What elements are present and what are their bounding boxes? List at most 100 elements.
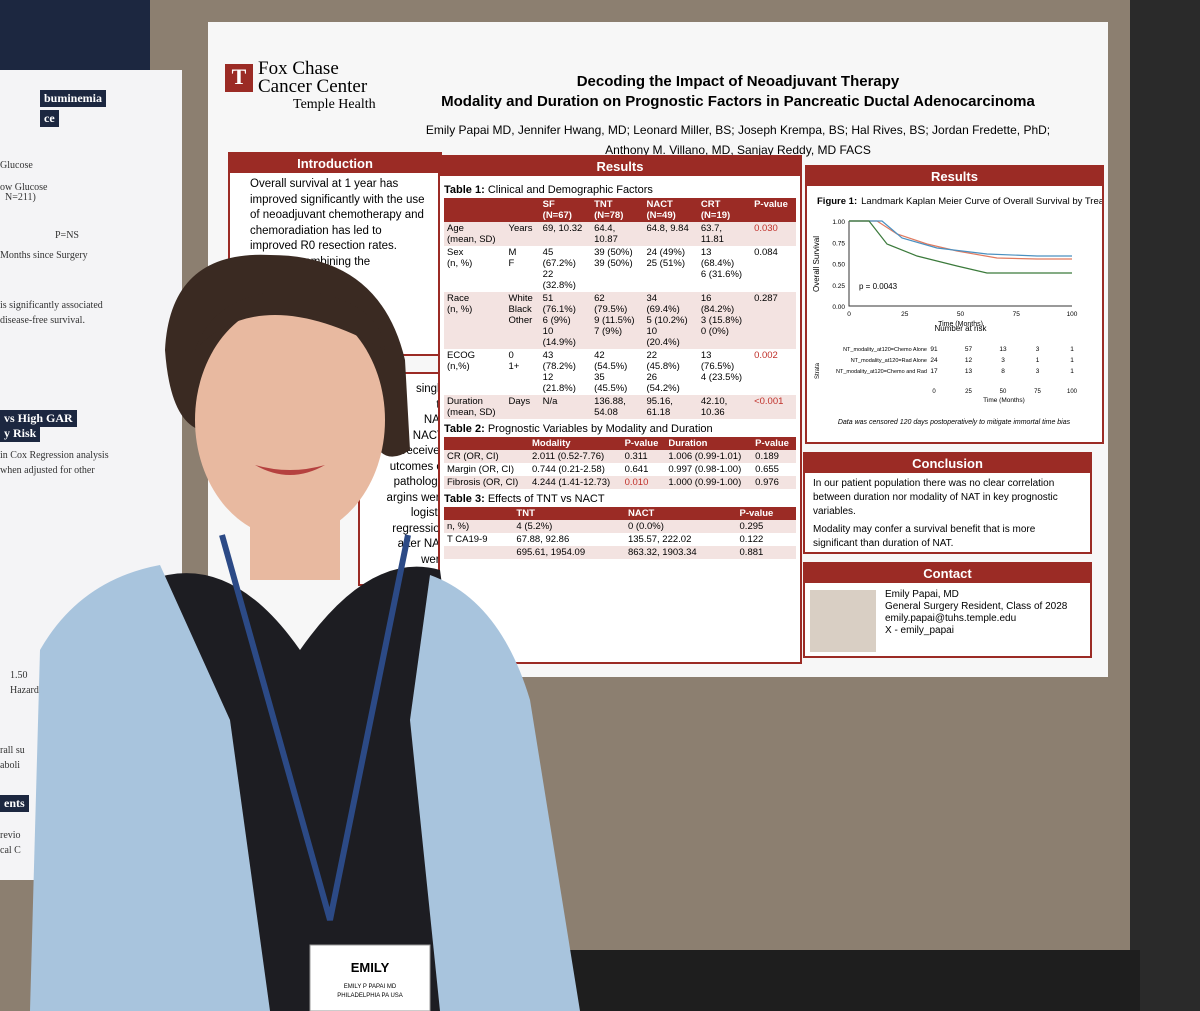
- header-cell: P-value: [736, 507, 796, 520]
- risk-count: 57: [965, 346, 973, 353]
- left-text: P=NS: [55, 230, 79, 241]
- logo-text: Temple Health: [293, 97, 376, 112]
- row: T CA19-9 67.88, 92.86 135.57, 222.02 0.122: [444, 533, 796, 546]
- header-cell: TNT (N=78): [591, 198, 644, 222]
- table-label: Table 3:: [444, 493, 485, 505]
- table-caption: Table 1: Clinical and Demographic Factor…: [444, 184, 796, 196]
- left-text: disease-free survival.: [0, 315, 85, 326]
- survival-curve: [849, 220, 1072, 274]
- left-text: Hazard Ra: [10, 685, 53, 696]
- left-text: N=211): [5, 192, 36, 203]
- header-cell: CRT (N=19): [697, 198, 752, 222]
- x-tick-label: 50: [957, 311, 965, 318]
- cell: Days: [505, 395, 540, 419]
- left-text: ow Glucose: [0, 182, 48, 193]
- cell: 0.030: [751, 222, 796, 246]
- intro-line: of neoadjuvant chemotherapy and: [250, 209, 424, 221]
- header-cell: NACT (N=49): [643, 198, 698, 222]
- cell: 0.997 (0.98-1.00): [668, 464, 742, 475]
- risk-count: 1: [1070, 346, 1074, 353]
- cell: Sex (n, %): [447, 247, 473, 269]
- cell: 69, 10.32: [539, 222, 592, 246]
- cell: 13 (68.4%) 6 (31.6%): [700, 247, 743, 280]
- row: Age (mean, SD) Years 69, 10.32 64.4, 10.87 6…: [444, 222, 796, 246]
- strata-name: NT_modality_at120=Chemo Alone: [843, 347, 927, 353]
- cell: 34 (69.4%) 5 (10.2%) 10 (20.4%): [643, 292, 698, 349]
- cell: 0.311: [621, 450, 666, 463]
- cell: 42.10, 10.36: [697, 395, 752, 419]
- risk-count: 3: [1036, 346, 1040, 353]
- row: Duration (mean, SD) Days N/a 136.88, 54.08 9…: [444, 395, 796, 419]
- heading: Introduction: [230, 154, 440, 173]
- left-text: buminemia: [40, 90, 107, 107]
- left-text: Glucose: [0, 160, 33, 171]
- intro-line: Overall survival at 1 year has: [250, 178, 399, 190]
- cell: 0.641: [624, 464, 649, 475]
- poster: T Fox Chase Cancer Center Temple Health …: [208, 22, 1166, 677]
- strata-label: Strata: [815, 362, 821, 379]
- results-box: Results Table 1: Clinical and Demographic…: [438, 155, 802, 664]
- cell: 0.189: [752, 450, 796, 463]
- intro-line: improved significantly with the use: [250, 193, 425, 206]
- bullet: In our patient population there was no c…: [813, 478, 1058, 517]
- cell: 51 (76.1%) 6 (9%) 10 (14.9%): [539, 292, 592, 349]
- table-title: Effects of TNT vs NACT: [487, 493, 605, 505]
- figure-label: Figure 1:: [817, 196, 857, 207]
- cell: 0.084: [754, 247, 778, 258]
- frame: [540, 950, 1140, 1011]
- cell: 0.295: [736, 520, 796, 533]
- cell: Years: [505, 222, 540, 246]
- logo-text: Fox Chase: [258, 58, 339, 79]
- row: ECOG (n,%) 0 1+ 43 (78.2%) 12 (21.8%) 42 (5…: [444, 349, 796, 395]
- axes: [848, 221, 1072, 307]
- intro-line: pathologic: [393, 476, 446, 488]
- cell: 43 (78.2%) 12 (21.8%): [542, 350, 576, 394]
- header-cell: P-value: [621, 437, 666, 450]
- header-row: Modality P-value Duration P-value: [444, 437, 796, 450]
- x-tick-label: 25: [901, 311, 909, 318]
- strata-name: NT_modality_at120=Rad Alone: [851, 358, 927, 364]
- frame: [0, 0, 150, 70]
- survival-curve: [849, 220, 1072, 257]
- y-axis-label: Overall Survival: [812, 236, 821, 292]
- cell: 695.61, 1954.09: [513, 546, 625, 559]
- risk-count: 1: [1070, 368, 1074, 375]
- contact-box: Contact Emily Papai, MD General Surgery R…: [803, 562, 1092, 658]
- cell: 4 (5.2%): [513, 520, 625, 533]
- x-tick-label: 75: [1013, 311, 1021, 318]
- header-cell: [505, 198, 540, 222]
- cell: 39 (50%) 39 (50%): [594, 247, 633, 269]
- left-text: aboli: [0, 760, 20, 771]
- header-cell: NACT: [624, 507, 737, 520]
- table: Modality P-value Duration P-value CR (OR, CI…: [444, 437, 796, 489]
- cell: CR (OR, CI): [444, 450, 529, 463]
- row: Sex (n, %) M F 45 (67.2%) 22 (32.8%) 39 (50…: [444, 246, 796, 292]
- figure-note: Data was censored 120 days postoperative…: [838, 419, 1071, 426]
- risk-count: 13: [965, 368, 973, 375]
- x-tick-label: 100: [1067, 311, 1078, 318]
- cell: 16 (84.2%) 3 (15.8%) 0 (0%): [697, 292, 752, 349]
- strata-name: NT_modality_at120=Chemo and Rad: [836, 369, 927, 375]
- logo-mark: T: [225, 64, 253, 92]
- contact-line: Emily Papai, MD: [885, 589, 959, 600]
- cell: M F: [508, 247, 517, 269]
- cell: 45 (67.2%) 22 (32.8%): [542, 247, 576, 291]
- header-cell: P-value: [751, 198, 796, 222]
- bullet: Modality may confer a survival benefit t…: [813, 524, 1036, 549]
- row: CR (OR, CI) 2.011 (0.52-7.76) 0.311 1.006 (…: [444, 450, 796, 463]
- x-axis-label: Time (Months): [983, 397, 1025, 404]
- cell: N/a: [539, 395, 592, 419]
- table-title: Prognostic Variables by Modality and Dur…: [487, 423, 713, 435]
- title-line: Modality and Duration on Prognostic Fact…: [441, 93, 1035, 110]
- risk-count: 17: [930, 368, 938, 375]
- header-cell: [444, 437, 529, 450]
- figure-title-text: Landmark Kaplan Meier Curve of Overall S…: [861, 196, 1102, 207]
- figure-title: Figure 1: Landmark Kaplan Meier Curve of …: [817, 196, 1102, 207]
- risk-count: 3: [1001, 357, 1005, 364]
- heading: Results: [440, 157, 800, 176]
- logo-text: Cancer Center: [258, 76, 368, 97]
- header-cell: Modality: [528, 437, 622, 450]
- risk-title: Number at risk: [934, 324, 987, 333]
- left-text: when adjusted for other: [0, 465, 95, 476]
